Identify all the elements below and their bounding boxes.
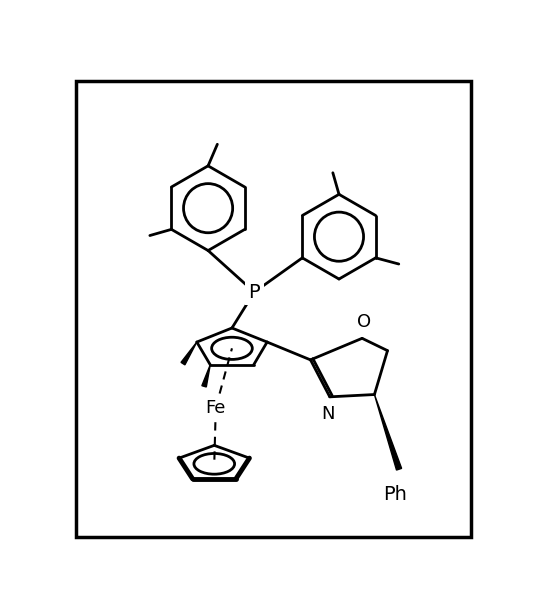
Polygon shape [181,342,197,365]
Polygon shape [202,365,210,387]
Text: Fe: Fe [206,398,226,417]
Text: O: O [357,313,370,330]
Text: P: P [248,283,260,302]
Text: N: N [321,405,335,422]
Polygon shape [374,395,402,470]
Text: Ph: Ph [383,485,407,504]
